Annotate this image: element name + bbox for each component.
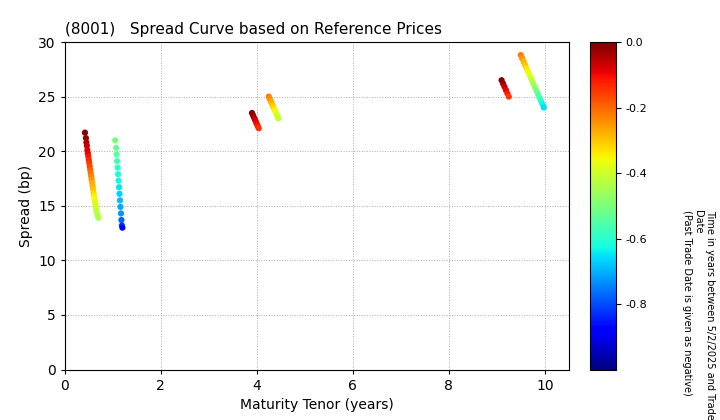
Point [112,164,123,171]
Point [116,217,127,223]
Point [112,171,124,178]
Point [112,158,123,164]
Point [113,184,125,191]
Point [529,84,541,91]
Point [86,179,98,186]
Point [273,115,284,122]
Point [81,139,92,146]
Point [90,202,102,209]
Point [267,102,279,109]
Point [266,100,277,107]
Text: Time in years between 5/2/2025 and Trade Date
(Past Trade Date is given as negat: Time in years between 5/2/2025 and Trade… [682,210,715,420]
Point [81,147,93,153]
Point [114,190,125,197]
Point [516,55,528,62]
Point [89,193,100,199]
Point [84,160,95,167]
Point [81,142,93,149]
Point [113,177,125,184]
Point [117,224,128,231]
Point [270,108,282,115]
Point [251,121,263,127]
Point [87,186,99,193]
Point [265,97,276,104]
Point [522,68,534,75]
Point [86,176,97,183]
Point [500,87,512,93]
Point [526,78,538,85]
Point [90,205,102,211]
Point [532,91,544,98]
Point [252,123,264,129]
Point [115,210,127,217]
Point [269,106,280,113]
Point [86,173,97,180]
Point [111,151,122,158]
Point [116,222,127,229]
Point [535,97,546,104]
X-axis label: Maturity Tenor (years): Maturity Tenor (years) [240,398,394,412]
Point [91,211,103,218]
Point [84,166,96,173]
Point [88,189,99,196]
Point [89,196,100,202]
Point [525,75,536,81]
Point [85,170,96,176]
Point [519,62,531,68]
Point [253,125,264,131]
Point [83,153,94,160]
Point [79,129,91,136]
Point [109,137,121,144]
Point [515,52,526,58]
Point [83,157,94,163]
Y-axis label: Spread (bp): Spread (bp) [19,165,32,247]
Point [84,163,96,170]
Point [114,197,126,204]
Point [271,111,282,118]
Point [521,65,532,71]
Point [538,104,549,111]
Point [503,93,515,100]
Text: (8001)   Spread Curve based on Reference Prices: (8001) Spread Curve based on Reference P… [65,22,442,37]
Point [264,95,276,102]
Point [249,116,261,123]
Point [518,58,529,65]
Point [114,204,126,210]
Point [534,94,545,101]
Point [87,183,99,189]
Point [268,104,279,111]
Point [93,215,104,221]
Point [89,199,101,206]
Point [91,208,102,215]
Point [82,150,94,157]
Point [523,71,535,78]
Point [502,90,513,97]
Point [536,101,548,108]
Point [496,77,508,84]
Point [250,118,261,125]
Point [263,93,274,100]
Point [110,144,122,151]
Point [528,81,539,88]
Point [247,112,258,118]
Point [248,114,260,121]
Point [499,84,510,90]
Point [498,80,509,87]
Point [80,135,91,142]
Point [531,88,542,94]
Point [271,113,283,120]
Point [246,110,258,116]
